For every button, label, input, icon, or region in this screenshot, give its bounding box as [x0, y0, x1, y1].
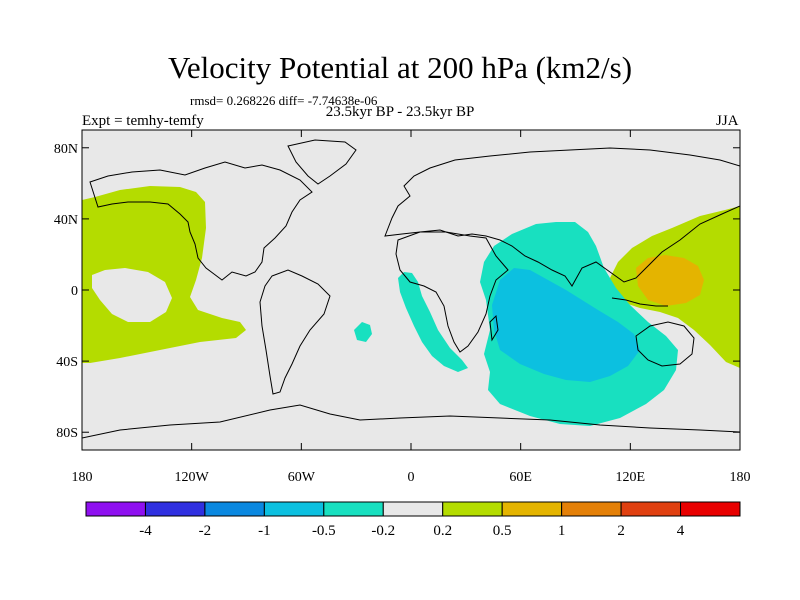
y-tick-label: 80S: [56, 426, 78, 441]
coast-africa: [395, 231, 509, 353]
x-tick-label: 0: [408, 470, 415, 485]
x-tick-label: 120W: [175, 470, 210, 485]
colorbar-swatch: [204, 501, 265, 517]
colorbar-label: 4: [677, 523, 685, 539]
period-label: 23.5kyr BP - 23.5kyr BP: [325, 104, 475, 120]
coast-indonesia: [611, 297, 668, 307]
colorbar-label: -0.2: [371, 523, 395, 539]
colorbar-label: 2: [617, 523, 625, 539]
chart-title: Velocity Potential at 200 hPa (km2/s): [167, 50, 633, 85]
colorbar-swatch: [501, 501, 563, 517]
contour-atlantic-negative: [398, 272, 468, 372]
rmsd-diff-stats: rmsd= 0.268226 diff= -7.74638e-06: [190, 93, 378, 108]
season-label: JJA: [716, 113, 739, 129]
y-tick-label: 40N: [54, 213, 78, 228]
x-tick-label: 180: [72, 470, 93, 485]
coastlines: [82, 139, 740, 439]
colorbar-swatch: [263, 501, 325, 517]
coast-eurasia: [384, 147, 740, 287]
colorbar: -4 -2 -1 -0.5 -0.2 0.2 0.5 1 2 4: [85, 501, 741, 539]
colorbar-label: 0.2: [433, 523, 452, 539]
x-tick-label: 60W: [288, 470, 316, 485]
contour-fills: [82, 186, 740, 426]
colorbar-label: -4: [139, 523, 152, 539]
coast-madagascar: [489, 314, 499, 342]
colorbar-swatch: [442, 501, 503, 517]
x-tick-label: 60E: [509, 470, 532, 485]
contour-atlantic-small: [354, 322, 372, 342]
coast-north-america: [89, 161, 313, 281]
colorbar-label: 0.5: [493, 523, 512, 539]
colorbar-label: -2: [199, 523, 212, 539]
colorbar-swatch: [144, 501, 206, 517]
x-tick-label: 120E: [616, 470, 646, 485]
y-tick-label: 0: [71, 284, 78, 299]
coast-south-america: [259, 269, 331, 395]
colorbar-swatch: [85, 501, 146, 517]
experiment-label: Expt = temhy-temfy: [82, 113, 204, 129]
coast-antarctica: [82, 404, 740, 439]
colorbar-swatch: [561, 501, 622, 517]
x-tick-label: 180: [730, 470, 751, 485]
contour-pacific-hole: [92, 268, 172, 322]
colorbar-swatch: [382, 501, 444, 517]
colorbar-swatch: [680, 501, 741, 517]
colorbar-label: -0.5: [312, 523, 336, 539]
y-tick-label: 80N: [54, 142, 78, 157]
colorbar-label: -1: [258, 523, 271, 539]
contour-westpac-strong: [636, 255, 704, 306]
colorbar-label: 1: [558, 523, 566, 539]
contour-indian-strong: [492, 268, 640, 382]
coast-greenland: [287, 139, 357, 185]
y-tick-label: 40S: [56, 355, 78, 370]
colorbar-swatch: [620, 501, 682, 517]
colorbar-swatch: [323, 501, 384, 517]
coast-australia: [635, 321, 695, 367]
